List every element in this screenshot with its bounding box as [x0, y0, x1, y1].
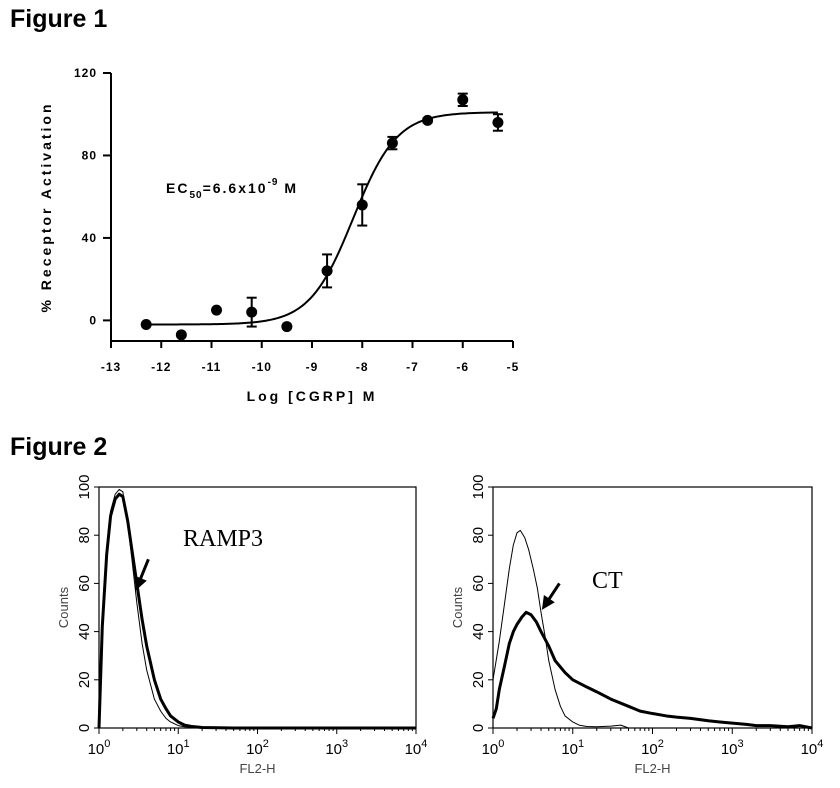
x-tick-exp: 1 [578, 738, 584, 750]
x-tick-label: 100 [482, 738, 505, 758]
y-tick-label: 80 [76, 527, 93, 544]
population-label: RAMP3 [183, 526, 263, 552]
x-tick-exp: 0 [104, 738, 110, 750]
ec50-sup: -9 [268, 177, 279, 188]
x-tick-base: 10 [246, 741, 263, 758]
figure-2-title: Figure 2 [10, 433, 107, 461]
data-point [175, 329, 187, 341]
y-tick-label: 40 [82, 231, 97, 245]
x-tick-base: 10 [641, 741, 658, 758]
arrow-shaft [547, 582, 561, 601]
x-tick-label: -6 [456, 360, 469, 374]
x-tick-base: 10 [88, 741, 105, 758]
x-tick-label: -10 [252, 360, 272, 374]
data-point [246, 306, 258, 318]
ec50-tail: M [278, 180, 298, 196]
x-tick-exp: 2 [658, 738, 664, 750]
y-tick-label: 20 [76, 671, 93, 688]
x-tick-label: 101 [561, 738, 584, 758]
x-tick-label: 104 [405, 738, 428, 758]
x-axis-label: Log [CGRP] M [247, 388, 378, 404]
x-tick-label: -12 [151, 360, 171, 374]
x-tick-base: 10 [482, 741, 499, 758]
y-tick-label: 0 [470, 724, 487, 732]
dose-response-chart: -13 -12 -11 -10 -9 -8 -7 -6 -5 0 40 80 120 Log [CGR… [38, 66, 520, 404]
y-tick-label: 80 [470, 527, 487, 544]
y-tick-label: 80 [82, 148, 97, 162]
data-point [422, 114, 434, 126]
y-tick-group: 0 40 80 120 [74, 66, 111, 327]
y-tick-label: 100 [76, 474, 93, 499]
y-tick-label: 0 [76, 724, 93, 732]
x-tick-base: 10 [561, 741, 578, 758]
x-tick-label: 102 [246, 738, 269, 758]
x-tick-exp: 2 [263, 738, 269, 750]
x-tick-base: 10 [405, 741, 422, 758]
ec50-mid: =6.6x10 [203, 180, 268, 196]
y-tick-label: 20 [470, 671, 487, 688]
x-tick-label: 104 [801, 738, 824, 758]
y-tick-label: 100 [470, 474, 487, 499]
x-tick-label: -7 [406, 360, 419, 374]
figure-1-title: Figure 1 [10, 5, 107, 33]
y-tick-label: 120 [74, 66, 97, 80]
data-point [140, 319, 152, 331]
data-point [457, 94, 469, 106]
arrow-shaft [138, 558, 150, 581]
x-tick-label: 103 [721, 738, 744, 758]
x-tick-base: 10 [721, 741, 738, 758]
y-axis-label: % Receptor Activation [38, 101, 54, 312]
x-tick-base: 10 [801, 741, 818, 758]
x-tick-base: 10 [167, 741, 184, 758]
ec50-main: EC [166, 180, 189, 196]
y-axis-label: Counts [56, 586, 71, 628]
data-point [386, 137, 398, 149]
y-axis-label: Counts [450, 586, 465, 628]
x-tick-exp: 3 [342, 738, 348, 750]
data-point [321, 265, 333, 277]
histogram-thick-trace [491, 610, 813, 730]
histogram-thick-trace [97, 492, 416, 730]
x-tick-exp: 4 [421, 738, 427, 750]
data-point [281, 321, 293, 333]
x-tick-label: -9 [306, 360, 319, 374]
x-tick-exp: 0 [498, 738, 504, 750]
ec50-annotation: EC50=6.6x10-9 M [166, 177, 298, 201]
x-tick-label: -5 [507, 360, 520, 374]
data-point-group [140, 92, 504, 341]
x-tick-label: 101 [167, 738, 190, 758]
arrow-head [134, 575, 147, 591]
data-point [356, 199, 368, 211]
data-point [211, 304, 223, 316]
y-tick-label: 40 [470, 623, 487, 640]
x-axis-label: FL2-H [239, 761, 275, 776]
population-label: CT [592, 568, 623, 594]
y-tick-label: 60 [76, 575, 93, 592]
plot-frame [492, 486, 813, 729]
ec50-sub: 50 [189, 190, 202, 201]
plot-frame [98, 486, 417, 729]
x-tick-group: -13 -12 -11 -10 -9 -8 -7 -6 -5 [101, 341, 520, 374]
y-tick-label: 40 [76, 623, 93, 640]
x-tick-base: 10 [325, 741, 342, 758]
y-tick-label: 0 [89, 313, 97, 327]
x-tick-exp: 3 [738, 738, 744, 750]
x-axis-label: FL2-H [634, 761, 670, 776]
x-tick-label: 100 [88, 738, 111, 758]
x-tick-label: -11 [202, 360, 222, 374]
x-tick-label: -13 [101, 360, 121, 374]
fit-curve [146, 111, 498, 326]
x-tick-exp: 1 [184, 738, 190, 750]
data-point [492, 116, 504, 128]
x-tick-label: -8 [356, 360, 369, 374]
arrow-head [541, 595, 555, 610]
x-tick-exp: 4 [817, 738, 823, 750]
x-tick-label: 103 [325, 738, 348, 758]
y-tick-label: 60 [470, 575, 487, 592]
x-tick-label: 102 [641, 738, 664, 758]
